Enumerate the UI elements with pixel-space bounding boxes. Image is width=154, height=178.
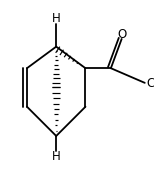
Text: O: O [118, 28, 127, 41]
Text: H: H [52, 150, 61, 163]
Text: Cl: Cl [146, 77, 154, 90]
Text: H: H [52, 12, 61, 25]
